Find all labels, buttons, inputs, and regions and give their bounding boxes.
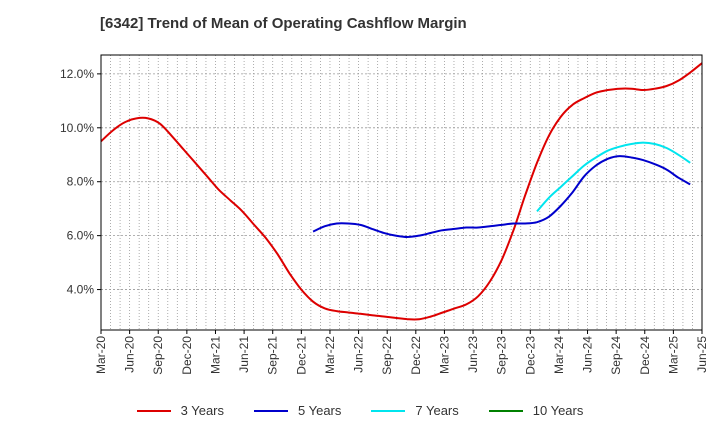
x-tick-label: Mar-23	[437, 336, 451, 374]
x-tick-label: Jun-24	[581, 336, 595, 373]
x-tick-label: Mar-22	[323, 336, 337, 374]
legend-swatch	[136, 409, 171, 412]
x-tick-label: Jun-22	[352, 336, 366, 373]
legend-label: 7 Years	[415, 403, 459, 418]
legend-item: 7 Years	[371, 403, 459, 418]
y-tick-label: 6.0%	[67, 229, 95, 243]
x-tick-label: Dec-23	[523, 336, 537, 375]
chart-legend: 3 Years 5 Years 7 Years 10 Years	[0, 403, 720, 418]
x-tick-label: Mar-25	[666, 336, 680, 374]
legend-swatch	[254, 409, 288, 412]
legend-label: 5 Years	[298, 403, 342, 418]
x-tick-label: Sep-22	[380, 336, 394, 375]
x-tick-label: Mar-21	[208, 336, 222, 374]
series-line-7-years	[536, 141, 691, 213]
legend-swatch	[488, 409, 523, 412]
grid-layer	[100, 55, 703, 330]
legend-item: 5 Years	[254, 403, 341, 418]
x-tick-label: Sep-20	[151, 336, 165, 375]
y-axis-ticks: 4.0% 6.0% 8.0% 10.0% 12.0%	[60, 67, 101, 297]
y-tick-label: 10.0%	[60, 121, 94, 135]
legend-swatch	[371, 409, 406, 412]
x-tick-label: Jun-25	[695, 336, 709, 373]
x-tick-label: Sep-23	[495, 336, 509, 375]
chart-title: [6342] Trend of Mean of Operating Cashfl…	[100, 15, 467, 32]
x-tick-label: Dec-20	[180, 336, 194, 375]
x-tick-label: Sep-24	[609, 336, 623, 375]
legend-item: 3 Years	[136, 403, 224, 418]
legend-label: 10 Years	[532, 403, 584, 418]
x-tick-label: Mar-20	[94, 336, 108, 374]
series-layer	[100, 62, 703, 321]
x-tick-label: Mar-24	[552, 336, 566, 374]
y-tick-label: 12.0%	[60, 67, 94, 81]
x-tick-label: Jun-20	[123, 336, 137, 373]
series-line-3-years	[100, 62, 703, 321]
series-line-5-years	[312, 155, 691, 239]
y-tick-label: 4.0%	[67, 283, 95, 297]
x-tick-label: Sep-21	[266, 336, 280, 375]
x-axis-ticks: Mar-20 Jun-20 Sep-20 Dec-20 Mar-21 Jun-21 Sep-…	[94, 330, 709, 375]
x-tick-label: Jun-23	[466, 336, 480, 373]
x-tick-label: Dec-22	[409, 336, 423, 375]
legend-label: 3 Years	[180, 403, 224, 418]
x-tick-label: Dec-21	[294, 336, 308, 375]
legend-item: 10 Years	[488, 403, 584, 418]
x-tick-label: Dec-24	[638, 336, 652, 375]
y-tick-label: 8.0%	[67, 175, 95, 189]
plot-frame	[100, 54, 703, 331]
x-tick-label: Jun-21	[237, 336, 251, 373]
